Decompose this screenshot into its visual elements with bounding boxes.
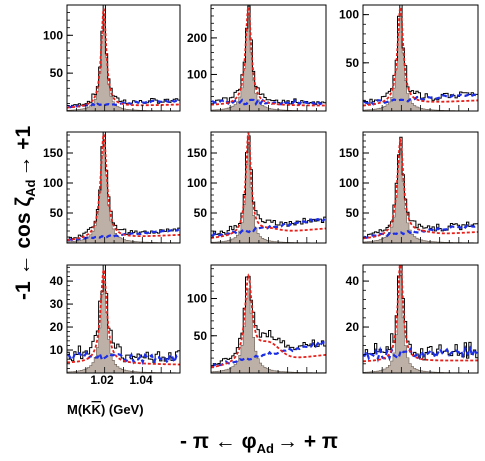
col-axis-right: + π [304,430,338,453]
panel-r2-c1: 50 100 150 [43,131,181,244]
signal-fill [362,148,479,244]
col-axis-symbol: φ [242,430,257,453]
y-tick-label: 150 [339,146,359,160]
signal-fill [66,15,181,112]
background-curve [211,341,326,368]
y-tick-label: 20 [50,320,64,334]
y-tick-label: 100 [187,292,207,306]
y-tick-label: 50 [50,206,64,220]
data-histogram [363,136,478,239]
fit-curve [362,137,479,240]
data-histogram [211,275,326,369]
panel-frame [66,131,181,244]
row-axis-arrow-left: ← [12,254,35,275]
fit-curve [210,273,327,369]
y-tick-label: 150 [187,146,207,160]
background-curve [67,99,180,109]
row-axis-symbol: cos ζ [12,197,35,249]
y-tick-label: 100 [187,67,207,81]
fit-curve [210,132,327,239]
panel-r1-c3: 50 100 [339,4,479,112]
col-axis-left: - π [180,430,209,453]
y-tick-label: 20 [346,320,360,334]
row-axis-right: +1 [12,125,35,149]
fit-curve [66,133,181,241]
signal-fill [210,14,327,112]
y-tick-label: 100 [339,176,359,190]
x-axis-title-suffix: ) (GeV) [101,402,144,417]
fit-curve [66,8,181,109]
x-axis-title-kbar: K [92,402,102,417]
data-histogram [211,135,326,236]
x-tick-label-1: 1.02 [90,373,114,387]
y-tick-label: 150 [43,146,63,160]
y-tick-label: 100 [43,28,63,42]
y-tick-label: 100 [187,176,207,190]
row-axis-left: -1 [12,281,35,300]
column-axis-title: - π ← φAd → + π [180,430,338,456]
fit-curve [362,264,479,363]
data-histogram [67,264,180,363]
fit-curve [66,266,181,366]
y-tick-label: 30 [50,297,64,311]
background-curve [363,92,478,106]
x-axis-title-prefix: M(K [67,402,92,417]
y-tick-label: 10 [50,343,64,357]
data-histogram [363,264,478,361]
panel-r3-c1: 10 20 30 40 [50,264,181,374]
y-tick-label: 50 [346,56,360,70]
col-axis-arrow-left: ← [215,430,236,453]
panels-group: 50 100 100 200 50 100 50 100 150 50 100 150 50 100 150… [43,4,479,374]
signal-fill [66,139,181,244]
panel-r1-c2: 100 200 [187,4,327,112]
y-tick-label: 40 [50,274,64,288]
data-histogram [67,4,180,108]
panel-r2-c3: 50 100 150 [339,131,479,244]
y-tick-label: 100 [339,8,359,22]
row-axis-title: -1 ← cos ζAd → +1 [12,125,38,300]
background-curve [67,351,180,366]
y-tick-label: 50 [346,206,360,220]
panel-frame [210,4,327,112]
panel-r3-c2: 50 100 [187,264,327,374]
y-tick-label: 200 [187,31,207,45]
row-axis-subscript: Ad [23,180,38,197]
row-axis-arrow-right: → [12,156,35,177]
x-tick-label-2: 1.04 [129,373,153,387]
data-histogram [67,131,180,241]
y-tick-label: 40 [346,274,360,288]
y-tick-label: 50 [194,206,208,220]
col-axis-subscript: Ad [257,441,274,456]
panel-r1-c1: 50 100 [43,4,181,112]
fit-curve [210,6,327,107]
background-curve [211,217,326,238]
col-axis-arrow-right: → [277,430,298,453]
y-tick-label: 100 [43,176,63,190]
x-axis-title: M(KK) (GeV) [67,402,144,417]
y-tick-label: 50 [50,66,64,80]
panel-frame [66,4,181,112]
y-tick-label: 50 [194,329,208,343]
fit-curve [362,6,479,107]
data-histogram [363,4,478,105]
panel-r2-c2: 50 100 150 [187,131,327,244]
data-histogram [211,5,326,106]
